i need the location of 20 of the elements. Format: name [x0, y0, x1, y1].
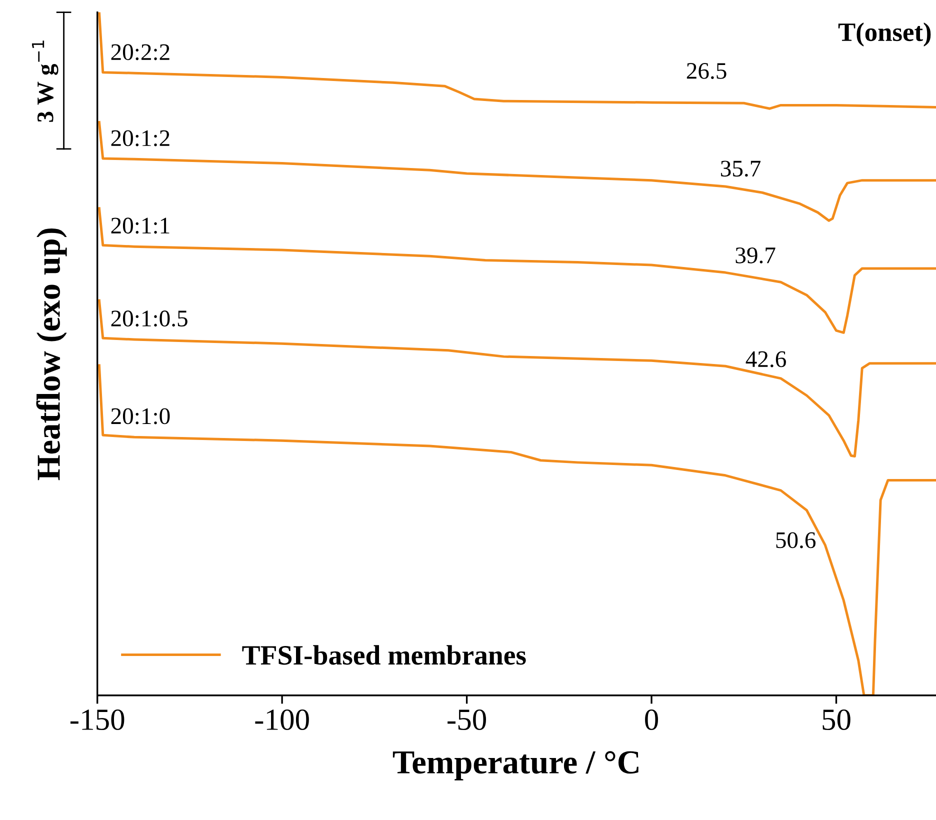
annotation: 35.7: [721, 160, 761, 177]
annotation: 39.7: [736, 247, 776, 264]
annotation: 26.5: [686, 63, 726, 80]
legend-title: TFSI-based membranes: [242, 645, 526, 665]
series-label: 20:1:0.5: [111, 310, 188, 327]
x-tick-label: -100: [255, 709, 309, 730]
x-tick-label: -150: [70, 709, 124, 730]
series-label: 20:2:2: [111, 44, 170, 60]
y-axis-title: Heatflow (exo up): [36, 228, 67, 480]
series-label: 20:1:0: [111, 408, 170, 424]
text: 3 W g$^{−1}$: [32, 40, 58, 122]
annotation: 42.6: [746, 351, 786, 368]
annotation: T(onset): [838, 22, 931, 46]
x-axis-title: Temperature / °C: [392, 751, 638, 780]
series-label: 20:1:1: [111, 218, 170, 234]
x-tick-label: -50: [448, 709, 486, 730]
x-tick-label: 50: [822, 709, 850, 730]
series-label: 20:1:2: [111, 130, 170, 146]
annotation: 50.6: [776, 532, 816, 548]
x-tick-label: 0: [645, 709, 658, 730]
